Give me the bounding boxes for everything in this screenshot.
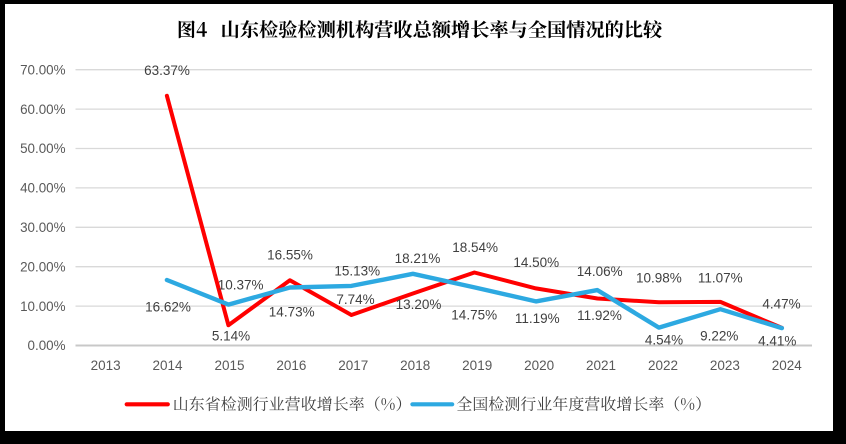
svg-text:2015: 2015 — [214, 358, 244, 373]
svg-text:18.21%: 18.21% — [395, 251, 441, 266]
svg-text:11.07%: 11.07% — [698, 271, 743, 286]
svg-text:14.73%: 14.73% — [269, 304, 315, 319]
svg-text:5.14%: 5.14% — [212, 329, 250, 344]
svg-text:2022: 2022 — [648, 358, 678, 373]
svg-text:2013: 2013 — [91, 358, 121, 373]
svg-text:15.13%: 15.13% — [334, 264, 380, 279]
svg-text:13.20%: 13.20% — [396, 297, 442, 312]
svg-text:50.00%: 50.00% — [20, 141, 66, 156]
svg-text:20.00%: 20.00% — [20, 259, 66, 274]
svg-text:2019: 2019 — [462, 358, 492, 373]
svg-text:10.37%: 10.37% — [218, 278, 264, 293]
svg-text:14.50%: 14.50% — [513, 255, 559, 270]
svg-text:4.54%: 4.54% — [645, 332, 683, 347]
svg-text:11.92%: 11.92% — [577, 308, 622, 323]
svg-text:16.62%: 16.62% — [145, 299, 191, 314]
svg-text:70.00%: 70.00% — [20, 62, 66, 77]
svg-text:0.00%: 0.00% — [28, 338, 66, 353]
svg-text:4.41%: 4.41% — [758, 334, 796, 349]
svg-text:2020: 2020 — [524, 358, 554, 373]
svg-text:2024: 2024 — [772, 358, 803, 373]
svg-text:40.00%: 40.00% — [20, 181, 66, 196]
svg-text:16.55%: 16.55% — [267, 247, 313, 262]
svg-text:2018: 2018 — [400, 358, 430, 373]
svg-text:10.98%: 10.98% — [636, 271, 682, 286]
svg-text:10.00%: 10.00% — [20, 299, 66, 314]
svg-text:63.37%: 63.37% — [144, 63, 190, 78]
svg-text:2014: 2014 — [152, 358, 183, 373]
svg-text:2016: 2016 — [276, 358, 306, 373]
svg-text:60.00%: 60.00% — [20, 102, 66, 117]
svg-text:14.75%: 14.75% — [451, 308, 497, 323]
svg-text:2017: 2017 — [338, 358, 368, 373]
svg-text:30.00%: 30.00% — [20, 220, 66, 235]
svg-text:9.22%: 9.22% — [700, 328, 738, 343]
svg-text:2023: 2023 — [710, 358, 740, 373]
svg-text:14.06%: 14.06% — [577, 264, 623, 279]
svg-text:11.19%: 11.19% — [515, 311, 560, 326]
svg-text:7.74%: 7.74% — [336, 292, 374, 307]
svg-text:2021: 2021 — [586, 358, 616, 373]
svg-text:4.47%: 4.47% — [762, 297, 800, 312]
svg-text:18.54%: 18.54% — [452, 240, 498, 255]
